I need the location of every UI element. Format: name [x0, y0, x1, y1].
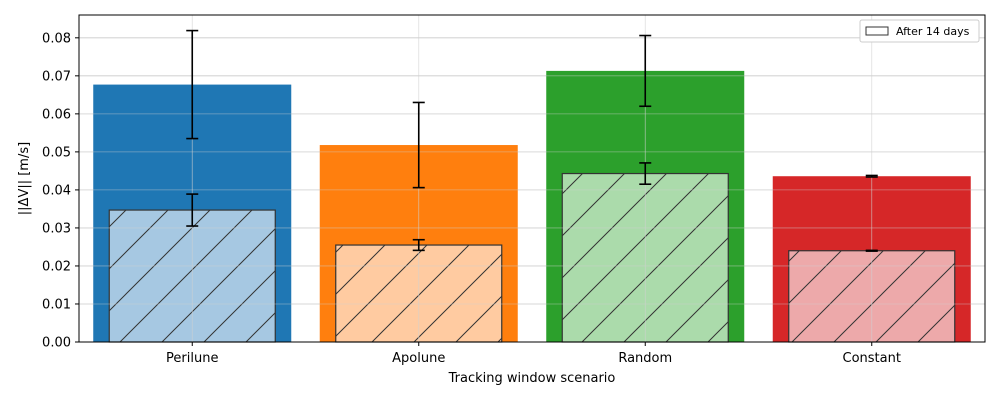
- x-axis-ticks: Perilune Apolune Random Constant: [166, 342, 901, 366]
- error-bar-after-14-days-apolune: [412, 238, 425, 252]
- y-tick-label: 0.04: [42, 183, 71, 198]
- error-bar-after-14-days-constant: [865, 249, 878, 252]
- x-axis-label: Tracking window scenario: [448, 371, 616, 386]
- y-tick-label: 0.06: [42, 107, 71, 122]
- x-tick-label-constant: Constant: [843, 351, 901, 366]
- y-tick-label: 0.05: [42, 145, 71, 160]
- plot-frame: [78, 14, 986, 343]
- y-tick-label: 0.01: [42, 297, 71, 312]
- legend-label: After 14 days: [896, 25, 970, 38]
- x-tick-label-random: Random: [618, 351, 672, 366]
- y-tick-label: 0.00: [42, 336, 71, 351]
- y-axis-ticks: 0.00 0.01 0.02 0.03 0.04 0.05 0.06 0.07 0.08: [42, 31, 79, 351]
- x-tick-label-perilune: Perilune: [166, 351, 218, 366]
- error-bar-total-apolune: [412, 101, 425, 189]
- legend: After 14 days: [859, 19, 980, 43]
- y-tick-label: 0.08: [42, 31, 71, 46]
- x-tick-label-apolune: Apolune: [392, 351, 445, 366]
- error-bar-total-constant: [865, 174, 878, 178]
- error-bars: [186, 29, 878, 252]
- legend-swatch-hatched: [865, 26, 889, 36]
- error-bar-after-14-days-random: [639, 162, 652, 186]
- y-tick-label: 0.03: [42, 221, 71, 236]
- y-axis-label: ||ΔV|| [m/s]: [17, 142, 32, 215]
- legend-box: [859, 19, 980, 43]
- error-bar-total-perilune: [186, 29, 199, 140]
- y-tick-label: 0.07: [42, 69, 71, 84]
- y-tick-label: 0.02: [42, 259, 71, 274]
- error-bar-after-14-days-perilune: [186, 193, 199, 227]
- error-bar-total-random: [639, 34, 652, 108]
